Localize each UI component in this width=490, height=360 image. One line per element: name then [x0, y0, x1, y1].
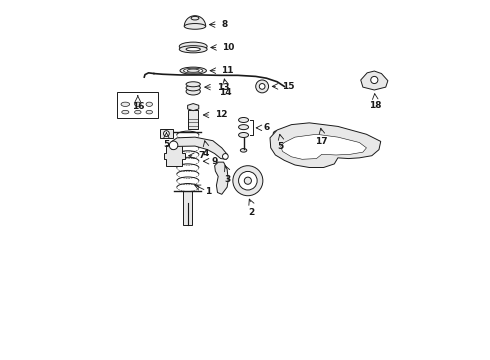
Wedge shape — [184, 16, 206, 26]
Text: 14: 14 — [219, 88, 232, 97]
Ellipse shape — [184, 23, 206, 29]
Text: 13: 13 — [217, 83, 229, 92]
Bar — [183, 191, 193, 225]
Polygon shape — [361, 71, 388, 90]
Ellipse shape — [179, 42, 207, 51]
Text: 2: 2 — [248, 208, 255, 217]
Ellipse shape — [146, 111, 152, 114]
Text: 3: 3 — [224, 175, 230, 184]
Text: 16: 16 — [132, 103, 144, 112]
Ellipse shape — [186, 85, 200, 91]
Text: 11: 11 — [221, 66, 234, 75]
Ellipse shape — [239, 125, 248, 130]
Ellipse shape — [239, 132, 248, 138]
Circle shape — [371, 76, 378, 84]
Ellipse shape — [184, 68, 203, 73]
Polygon shape — [215, 162, 228, 194]
Polygon shape — [172, 137, 227, 159]
Circle shape — [259, 84, 265, 89]
Ellipse shape — [191, 17, 199, 20]
Polygon shape — [281, 134, 367, 159]
FancyBboxPatch shape — [118, 92, 158, 118]
Ellipse shape — [186, 48, 200, 51]
Text: 9: 9 — [211, 157, 218, 166]
Ellipse shape — [186, 88, 200, 95]
Ellipse shape — [122, 111, 129, 114]
Text: 4: 4 — [202, 149, 209, 158]
Ellipse shape — [135, 111, 141, 114]
Text: 5: 5 — [163, 140, 170, 149]
Bar — [188, 110, 198, 129]
Circle shape — [222, 154, 228, 159]
Polygon shape — [164, 145, 185, 166]
Text: 6: 6 — [264, 123, 270, 132]
Circle shape — [239, 171, 257, 190]
Ellipse shape — [186, 82, 200, 87]
Circle shape — [245, 177, 251, 184]
Text: 8: 8 — [221, 20, 228, 29]
Polygon shape — [270, 123, 381, 167]
Ellipse shape — [135, 102, 141, 107]
Circle shape — [164, 131, 169, 136]
Text: 7: 7 — [198, 151, 205, 160]
Ellipse shape — [239, 117, 248, 122]
Text: 12: 12 — [215, 111, 227, 120]
Text: 18: 18 — [369, 101, 381, 110]
Text: 5: 5 — [278, 143, 284, 152]
Circle shape — [256, 80, 269, 93]
Bar — [160, 129, 173, 138]
Text: 15: 15 — [282, 82, 294, 91]
Text: 10: 10 — [222, 43, 235, 52]
Text: 17: 17 — [316, 137, 328, 146]
Text: 1: 1 — [205, 187, 211, 196]
Circle shape — [169, 141, 178, 150]
Ellipse shape — [179, 46, 207, 53]
Ellipse shape — [241, 149, 247, 152]
Polygon shape — [188, 104, 199, 111]
Ellipse shape — [146, 102, 152, 107]
Circle shape — [233, 166, 263, 196]
Ellipse shape — [121, 102, 130, 107]
Ellipse shape — [187, 69, 199, 72]
Ellipse shape — [180, 67, 206, 74]
Ellipse shape — [273, 131, 281, 136]
